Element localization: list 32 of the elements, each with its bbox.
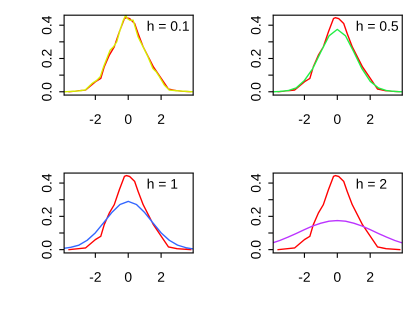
y-tick-label: 0.0 xyxy=(42,82,52,101)
x-tick-label: -2 xyxy=(298,114,310,124)
x-tick-label: 2 xyxy=(158,272,164,282)
line-series xyxy=(64,200,194,250)
y-tick-label: 0.4 xyxy=(42,174,52,192)
y-tick-label: 0.4 xyxy=(250,174,261,192)
y-tick-label: 0.2 xyxy=(42,50,52,68)
y-tick-label: 0.2 xyxy=(42,207,52,226)
x-tick-label: 2 xyxy=(367,272,374,282)
y-tick-label: 0.0 xyxy=(250,240,261,259)
x-tick-label: 0 xyxy=(334,114,341,124)
y-tick-label: 0.2 xyxy=(250,50,261,68)
x-tick-label: -2 xyxy=(90,114,101,124)
x-tick-label: 0 xyxy=(124,272,132,282)
x-tick-label: 2 xyxy=(367,114,374,124)
y-tick-label: 0.4 xyxy=(42,16,52,34)
y-tick-label: 0.2 xyxy=(250,207,261,226)
y-tick-label: 0.0 xyxy=(250,82,261,101)
annotation: h = 1 xyxy=(148,178,178,189)
annotation: h = 0.5 xyxy=(356,20,398,31)
x-tick-label: 2 xyxy=(158,114,164,124)
line-series xyxy=(273,220,402,244)
line-series xyxy=(277,174,400,250)
line-series xyxy=(68,174,192,250)
y-tick-label: 0.0 xyxy=(42,240,52,259)
x-tick-label: 0 xyxy=(334,272,341,282)
y-tick-label: 0.4 xyxy=(250,16,261,34)
x-tick-label: -2 xyxy=(90,272,101,282)
x-tick-label: 0 xyxy=(124,114,132,124)
annotation: h = 0.1 xyxy=(148,20,189,31)
x-tick-label: -2 xyxy=(298,272,310,282)
annotation: h = 2 xyxy=(356,178,386,189)
